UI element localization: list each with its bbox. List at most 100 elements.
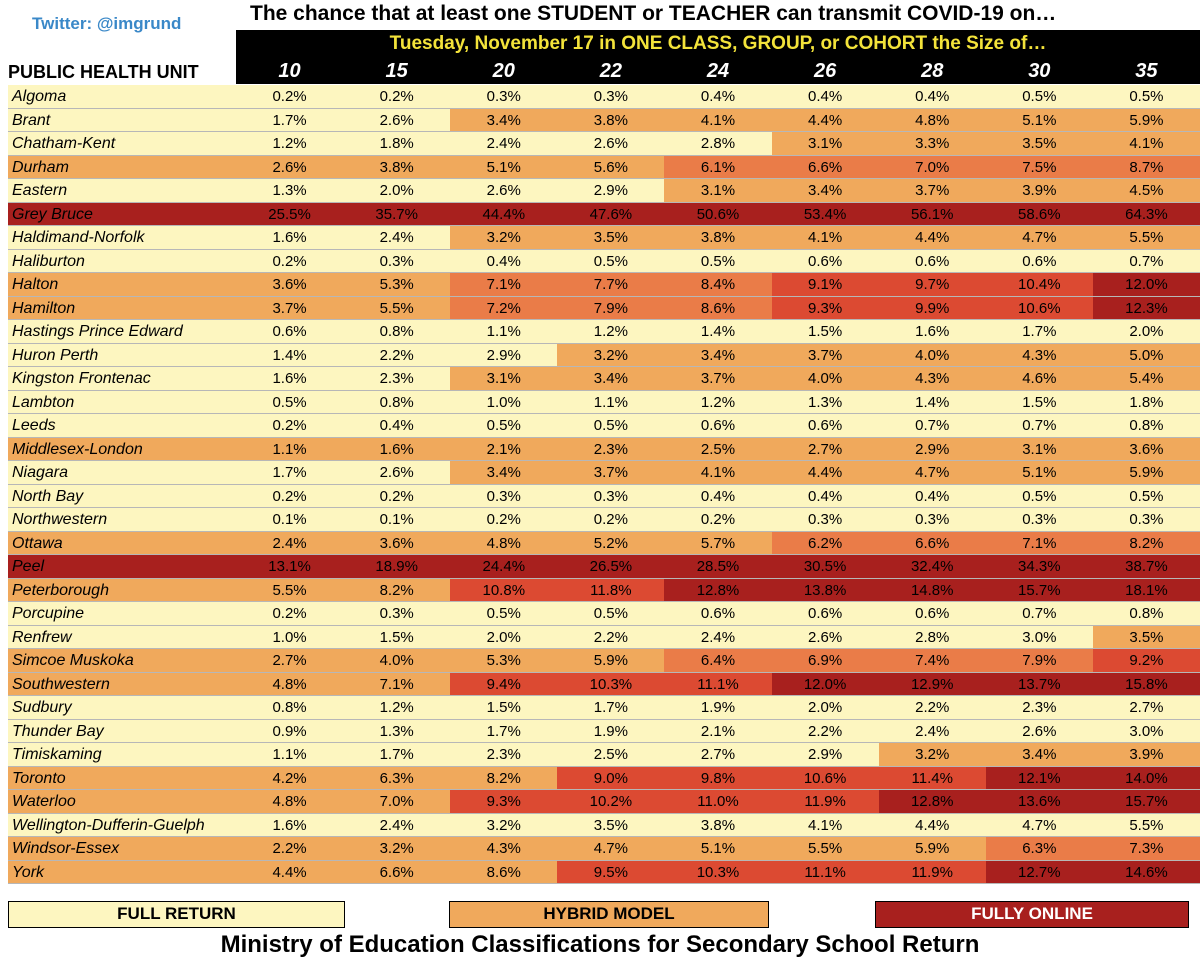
heatmap-cell: 0.2% [236,249,344,273]
heatmap-cell: 12.7% [985,860,1093,884]
heatmap-cell: 3.6% [343,531,451,555]
heatmap-cell: 3.6% [1092,437,1200,461]
row-label: Peterborough [8,578,236,602]
heatmap-cell: 2.4% [343,813,451,837]
heatmap-cell: 0.3% [343,602,451,626]
heatmap-cell: 10.6% [985,296,1093,320]
row-label: Haldimand-Norfolk [8,226,236,250]
heatmap-cell: 18.9% [343,555,451,579]
heatmap-cell: 6.4% [664,649,772,673]
heatmap-cell: 2.9% [771,743,879,767]
row-label: Middlesex-London [8,437,236,461]
heatmap-cell: 3.2% [878,743,986,767]
table-row: North Bay 0.2% 0.2% 0.3% 0.3% 0.4% 0.4% 0.4% 0.5… [8,484,1200,508]
row-divider [8,577,1200,579]
heatmap-cell: 0.5% [557,602,665,626]
row-label: Huron Perth [8,343,236,367]
heatmap-cell: 4.1% [664,108,772,132]
heatmap-cell: 0.2% [557,508,665,532]
heatmap-cell: 3.1% [450,367,558,391]
table-row: Northwestern 0.1% 0.1% 0.2% 0.2% 0.2% 0.3% 0.3%… [8,508,1200,532]
heatmap-cell: 1.4% [878,390,986,414]
heatmap-cell: 3.7% [557,461,665,485]
heatmap-cell: 2.4% [236,531,344,555]
heatmap-cell: 58.6% [985,202,1093,226]
heatmap-cell: 2.0% [771,696,879,720]
heatmap-cell: 2.6% [343,108,451,132]
heatmap-cell: 11.8% [557,578,665,602]
heatmap-cell: 5.5% [236,578,344,602]
heatmap-cell: 3.0% [985,625,1093,649]
heatmap-cell: 0.9% [236,719,344,743]
heatmap-cell: 0.2% [343,85,451,109]
heatmap-cell: 0.2% [236,484,344,508]
table-row: Simcoe Muskoka 2.7% 4.0% 5.3% 5.9% 6.4% 6.9% 7.… [8,649,1200,673]
table-row: Haliburton 0.2% 0.3% 0.4% 0.5% 0.5% 0.6% 0.6% 0.… [8,249,1200,273]
heatmap-cell: 2.6% [236,155,344,179]
heatmap-cell: 1.5% [343,625,451,649]
heatmap-cell: 0.7% [985,414,1093,438]
table-row: Hamilton 3.7% 5.5% 7.2% 7.9% 8.6% 9.3% 9.9% 10.6… [8,296,1200,320]
row-label: Porcupine [8,602,236,626]
heatmap-cell: 11.1% [771,860,879,884]
heatmap-cell: 7.3% [1092,837,1200,861]
heatmap-cell: 10.6% [771,766,879,790]
heatmap-cell: 2.6% [771,625,879,649]
heatmap-cell: 14.0% [1092,766,1200,790]
row-label: Sudbury [8,696,236,720]
row-divider [8,201,1200,203]
row-divider [8,530,1200,532]
heatmap-cell: 3.6% [236,273,344,297]
row-divider [8,742,1200,743]
heatmap-cell: 14.8% [878,578,986,602]
chart-subtitle: Tuesday, November 17 in ONE CLASS, GROUP… [389,33,1047,54]
heatmap-cell: 4.0% [771,367,879,391]
heatmap-cell: 5.5% [343,296,451,320]
heatmap-table: Algoma 0.2% 0.2% 0.3% 0.3% 0.4% 0.4% 0.4% 0.5% 0.… [8,85,1200,884]
row-divider [8,154,1200,156]
heatmap-cell: 8.2% [343,578,451,602]
heatmap-cell: 2.0% [1092,320,1200,344]
heatmap-cell: 2.5% [664,437,772,461]
heatmap-cell: 5.5% [1092,226,1200,250]
table-row: Renfrew 1.0% 1.5% 2.0% 2.2% 2.4% 2.6% 2.8% 3.0% 3… [8,625,1200,649]
heatmap-cell: 4.8% [236,790,344,814]
row-divider [8,413,1200,414]
heatmap-cell: 3.3% [878,132,986,156]
heatmap-cell: 3.5% [1092,625,1200,649]
heatmap-cell: 5.4% [1092,367,1200,391]
row-divider [8,131,1200,132]
heatmap-cell: 8.7% [1092,155,1200,179]
row-divider [8,671,1200,673]
heatmap-cell: 0.2% [236,414,344,438]
heatmap-cell: 2.3% [557,437,665,461]
heatmap-cell: 3.8% [664,813,772,837]
row-label: Windsor-Essex [8,837,236,861]
row-divider [8,718,1200,720]
heatmap-cell: 0.5% [1092,484,1200,508]
heatmap-cell: 9.2% [1092,649,1200,673]
heatmap-cell: 3.4% [557,367,665,391]
heatmap-cell: 1.2% [343,696,451,720]
row-divider [8,836,1200,837]
heatmap-cell: 3.4% [450,461,558,485]
heatmap-cell: 28.5% [664,555,772,579]
heatmap-cell: 2.1% [664,719,772,743]
table-row: Niagara 1.7% 2.6% 3.4% 3.7% 4.1% 4.4% 4.7% 5.1% 5… [8,461,1200,485]
heatmap-cell: 4.2% [236,766,344,790]
heatmap-cell: 3.4% [450,108,558,132]
heatmap-cell: 0.3% [450,85,558,109]
row-label: Niagara [8,461,236,485]
heatmap-cell: 12.8% [664,578,772,602]
heatmap-cell: 1.7% [985,320,1093,344]
row-divider [8,624,1200,626]
subtitle-band [236,30,1200,58]
table-row: Timiskaming 1.1% 1.7% 2.3% 2.5% 2.7% 2.9% 3.2% 3… [8,743,1200,767]
heatmap-cell: 0.5% [557,414,665,438]
row-label: Peel [8,555,236,579]
heatmap-cell: 0.4% [664,484,772,508]
heatmap-cell: 2.9% [450,343,558,367]
heatmap-cell: 0.8% [236,696,344,720]
heatmap-cell: 4.1% [771,226,879,250]
heatmap-cell: 0.3% [878,508,986,532]
